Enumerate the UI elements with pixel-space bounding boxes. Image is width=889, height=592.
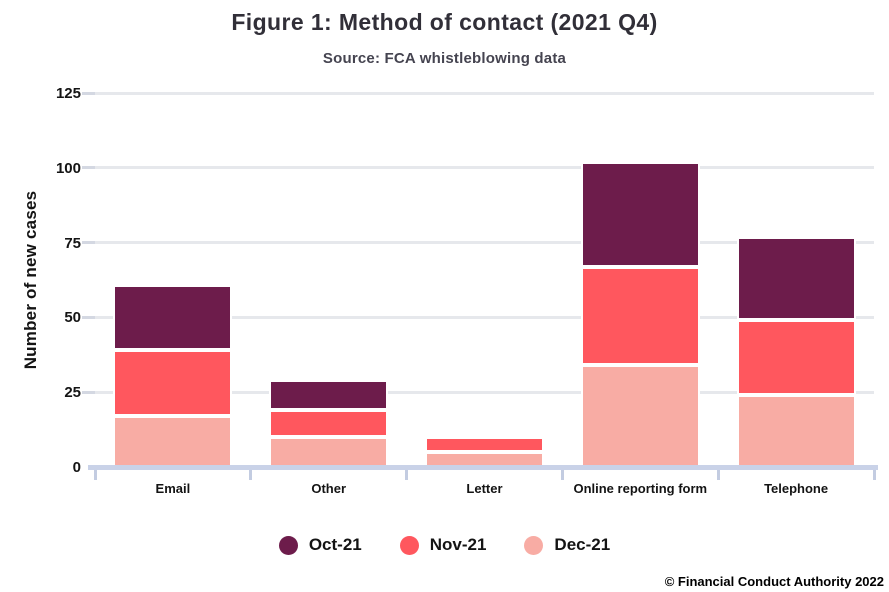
copyright-notice: © Financial Conduct Authority 2022 [664,574,884,589]
legend-label-dec: Dec-21 [554,535,611,554]
segment-oct-21-telephone [736,236,856,321]
chart-title: Figure 1: Method of contact (2021 Q4) [231,9,658,35]
category-label-email: Email [155,481,191,496]
bar-online-reporting-form [580,161,700,467]
segment-nov-21-letter [425,437,544,453]
legend-item-nov: Nov-21 [399,535,487,555]
x-axis-line [88,465,878,470]
gridline-100 [95,166,874,170]
gridline-75 [95,241,874,245]
dec-21-swatch-icon [524,535,544,555]
bar-other [269,380,389,467]
gridline-125 [95,91,874,95]
y-tick-label-75: 75 [64,234,81,252]
y-tick-mark-50 [82,315,95,319]
legend-label-oct: Oct-21 [308,535,362,554]
y-tick-label-125: 125 [55,85,81,102]
segment-oct-21-email [113,284,233,351]
gridline-50 [95,315,874,319]
segment-dec-21-telephone [736,395,856,467]
chart-subtitle: Source: FCA whistleblowing data [322,50,567,67]
y-tick-label-50: 50 [64,309,81,327]
category-label-online-reporting-form: Online reporting form [573,481,708,496]
bar-telephone [736,236,856,467]
y-axis-label: Number of new cases [21,190,40,370]
segment-nov-21-email [113,350,233,417]
legend-item-oct: Oct-21 [278,535,362,555]
y-tick-label-100: 100 [55,159,81,177]
legend-item-dec: Dec-21 [524,535,610,555]
category-label-other: Other [311,481,347,496]
gridline-25 [95,390,874,394]
category-label-telephone: Telephone [764,481,829,496]
x-tick-mark-4 [716,470,720,480]
x-tick-mark-5 [872,470,876,480]
oct-21-swatch-icon [278,535,298,555]
nov-21-swatch-icon [399,535,419,555]
segment-oct-21-online-reporting-form [580,161,700,267]
legend-label-nov: Nov-21 [429,535,487,554]
segment-nov-21-other [269,410,389,438]
segment-dec-21-other [269,437,389,467]
x-tick-mark-2 [405,470,409,480]
segment-nov-21-telephone [736,320,856,396]
y-tick-label-0: 0 [72,459,81,476]
y-tick-mark-75 [82,241,95,245]
y-tick-mark-25 [82,390,95,394]
chart-legend: Oct-21 Nov-21 Dec-21 [0,535,889,555]
bar-letter [425,437,544,467]
segment-nov-21-online-reporting-form [580,266,700,366]
y-tick-mark-125 [82,91,95,95]
bar-email [113,284,233,467]
x-tick-mark-3 [560,470,564,480]
y-tick-label-25: 25 [64,384,81,402]
y-tick-mark-100 [82,166,95,170]
x-tick-mark-1 [249,470,253,480]
segment-dec-21-online-reporting-form [580,365,700,467]
category-label-letter: Letter [466,481,503,496]
segment-oct-21-other [269,380,389,411]
x-tick-mark-0 [93,470,97,480]
segment-dec-21-email [113,416,233,467]
plot-area: 0 25 50 75 100 125 Email Other Letter Online repo… [56,85,878,496]
